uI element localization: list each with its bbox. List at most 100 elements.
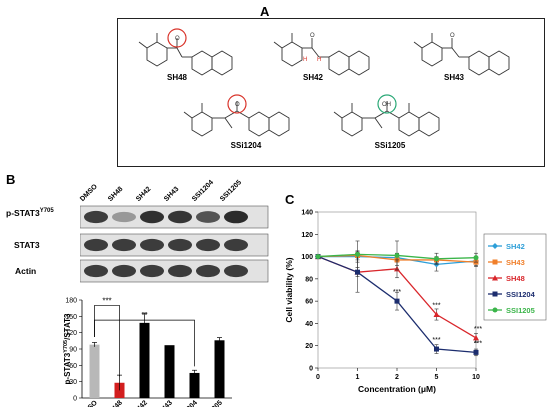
blot-band (224, 264, 248, 278)
ssi1205-hydroxyl-label: OH (382, 102, 391, 108)
panel-c-letter: C (285, 192, 295, 207)
ssi1204-oxygen-label: O (235, 102, 240, 108)
bar-category-label: DMSO (79, 399, 99, 407)
bar (189, 372, 200, 398)
legend-label: SH42 (506, 242, 525, 251)
molecule-sh43 (413, 33, 510, 76)
line-x-tick-label: 0 (316, 374, 320, 381)
blot-band (112, 264, 136, 278)
line-x-tick-label: 2 (395, 374, 399, 381)
sh48-carbonyl-highlight (167, 28, 187, 48)
line-significance-label: *** (432, 303, 440, 310)
line-y-tick-label: 40 (305, 321, 313, 328)
sh42-hydrogen-right: H (317, 57, 321, 63)
line-y-tick-label: 140 (301, 210, 313, 217)
lane-label: SH42 (135, 185, 153, 203)
line-point (492, 291, 498, 297)
line-significance-label: *** (393, 289, 401, 296)
lane-label: DMSO (79, 183, 99, 203)
legend-label: SH48 (506, 274, 525, 283)
molecule-sh42 (273, 33, 370, 76)
bar-y-axis-label: p-STAT3Y705/STAT3 (63, 313, 72, 384)
line-point (473, 334, 479, 341)
blot-band (140, 210, 164, 224)
ssi1205-hydroxyl-highlight (377, 94, 397, 114)
line-point (434, 346, 439, 352)
bar (164, 345, 175, 398)
lane-label: SH43 (163, 185, 181, 203)
line-point (473, 349, 479, 355)
molecule-ssi1205 (333, 101, 440, 137)
line-chart: 0 20 40 60 80 100 120 140 0 1 2 5 10 Concentration (μ… (284, 210, 547, 394)
blot-band (196, 264, 220, 278)
blot-label-stat3: STAT3 (14, 240, 40, 250)
panel-b-letter: B (6, 172, 16, 187)
blot-band (196, 211, 220, 223)
line-y-axis-label: Cell viability (%) (284, 257, 294, 322)
bar-y-tick-label: 180 (65, 298, 77, 305)
panel-a-letter: A (260, 4, 270, 19)
line-significance-label: *** (474, 340, 482, 347)
mol-label-sh42: SH42 (302, 73, 323, 82)
line-point (492, 243, 498, 249)
legend-label: SH43 (506, 258, 525, 267)
line-point (315, 254, 321, 260)
lane-label: SSI1205 (219, 179, 243, 203)
line-series (315, 240, 479, 271)
lane-label: SSI1204 (191, 179, 215, 203)
bar-y-tick-label: 120 (65, 330, 77, 337)
lane-label: SH48 (107, 185, 125, 203)
line-y-tick-label: 80 (305, 276, 313, 283)
line-x-tick-label: 5 (435, 374, 439, 381)
blot-band (168, 264, 192, 278)
bar-significance-label: ** (141, 311, 147, 320)
panel-a-structures: H H O O O O OH (138, 28, 510, 137)
line-point (492, 275, 498, 281)
line-y-tick-label: 20 (305, 343, 313, 350)
sh42-oxygen-label: O (310, 33, 315, 39)
line-point (492, 259, 498, 265)
line-x-tick-label: 1 (356, 374, 360, 381)
line-legend: SH42 SH43 SH48 SSI1204 SSI1205 (483, 233, 547, 321)
blot-band (112, 238, 136, 252)
bar-y-tick-label: 0 (73, 396, 77, 403)
bar-category-label: SH43 (157, 399, 174, 407)
blot-label-actin: Actin (15, 266, 37, 276)
line-point (394, 298, 400, 304)
blot-band (84, 264, 108, 278)
line-y-tick-label: 120 (301, 232, 313, 239)
line-point (473, 255, 479, 261)
line-y-tick-label: 60 (305, 299, 313, 306)
blot-label-pstat3: p-STAT3Y705 (6, 208, 54, 218)
sh43-oxygen-label: O (450, 33, 455, 39)
blot-band (140, 264, 164, 278)
blot-band (196, 238, 220, 252)
bar-y-tick-label: 150 (65, 314, 77, 321)
western-blot (80, 205, 269, 283)
bar-chart: 0 30 60 90 120 150 180 DMSO SH48 SH42 SH43SSI1204S… (63, 296, 232, 407)
bar-category-label: SSI1204 (175, 399, 199, 407)
blot-band (224, 210, 248, 224)
line-significance-label: *** (432, 337, 440, 344)
ssi1204-carbonyl-highlight (227, 94, 247, 114)
line-y-tick-label: 100 (301, 254, 313, 261)
blot-band (168, 210, 192, 224)
bar-y-tick-label: 30 (69, 379, 77, 386)
sh42-hydrogen-left: H (303, 57, 307, 63)
line-point (434, 256, 439, 262)
molecule-sh48 (138, 33, 233, 76)
mol-label-sh48: SH48 (166, 73, 187, 82)
blot-band (112, 211, 136, 223)
blot-band (84, 238, 108, 252)
bar (214, 340, 225, 398)
bar-category-label: SSI1205 (200, 399, 224, 407)
blot-band (224, 238, 248, 252)
bar (139, 322, 150, 398)
line-y-tick-label: 0 (309, 366, 313, 373)
bar-category-label: SH48 (107, 399, 124, 407)
mol-label-ssi1205: SSi1205 (374, 141, 406, 150)
line-significance-label: *** (474, 326, 482, 333)
legend-label: SSI1204 (506, 290, 536, 299)
bar-significance-bracket (94, 319, 195, 367)
bar-y-tick-label: 90 (69, 347, 77, 354)
